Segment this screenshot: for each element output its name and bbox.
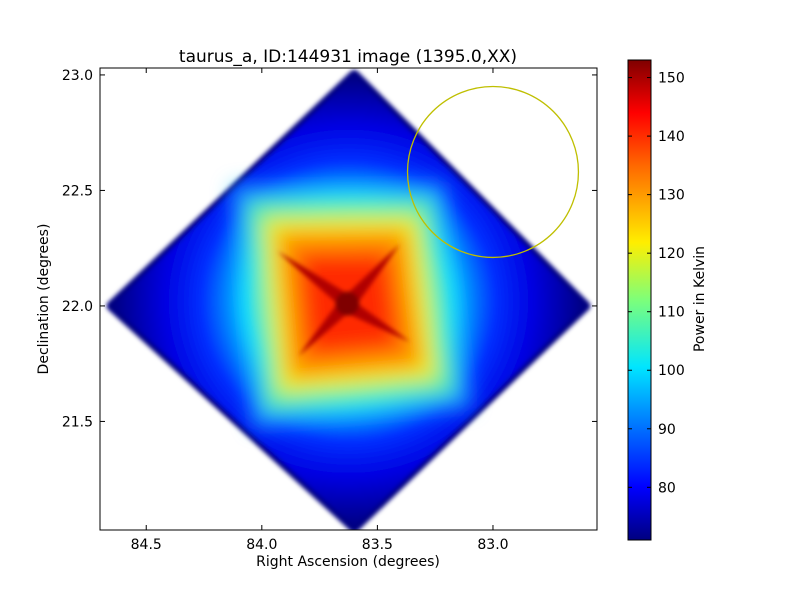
colorbar-axis: 80 90 100 110 120 130 140 150 — [628, 71, 685, 496]
heatmap — [106, 69, 591, 530]
heat-peak-center — [335, 291, 360, 316]
plot-frame — [99, 67, 598, 531]
x-axis-label: Right Ascension (degrees) — [256, 554, 440, 570]
x-tick-label: 83.0 — [477, 537, 508, 553]
heat-peak — [277, 244, 411, 357]
colorbar-tick-label: 120 — [658, 246, 685, 262]
colorbar-tick-label: 100 — [658, 363, 685, 379]
y-tick-label: 22.0 — [62, 299, 93, 315]
colorbar-tick-label: 90 — [658, 422, 676, 438]
circle-marker — [406, 85, 580, 259]
colorbar-label: Power in Kelvin — [692, 246, 708, 352]
colorbar-tick-label: 150 — [658, 71, 685, 87]
colorbar-tick-label: 140 — [658, 129, 685, 145]
y-axis: 21.5 22.0 22.5 23.0 — [62, 68, 597, 430]
colorbar-tick-label: 80 — [658, 480, 676, 496]
colorbar — [627, 59, 652, 541]
y-tick-label: 23.0 — [62, 68, 93, 84]
y-tick-label: 21.5 — [62, 414, 93, 430]
x-axis: 84.5 84.0 83.5 83.0 — [131, 68, 509, 553]
y-axis-label: Declination (degrees) — [36, 224, 52, 375]
x-tick-label: 84.0 — [246, 537, 277, 553]
chart-title: taurus_a, ID:144931 image (1395.0,XX) — [179, 47, 517, 67]
colorbar-tick-label: 110 — [658, 305, 685, 321]
colorbar-tick-label: 130 — [658, 188, 685, 204]
x-tick-label: 84.5 — [131, 537, 162, 553]
y-tick-label: 22.5 — [62, 183, 93, 199]
x-tick-label: 83.5 — [362, 537, 393, 553]
